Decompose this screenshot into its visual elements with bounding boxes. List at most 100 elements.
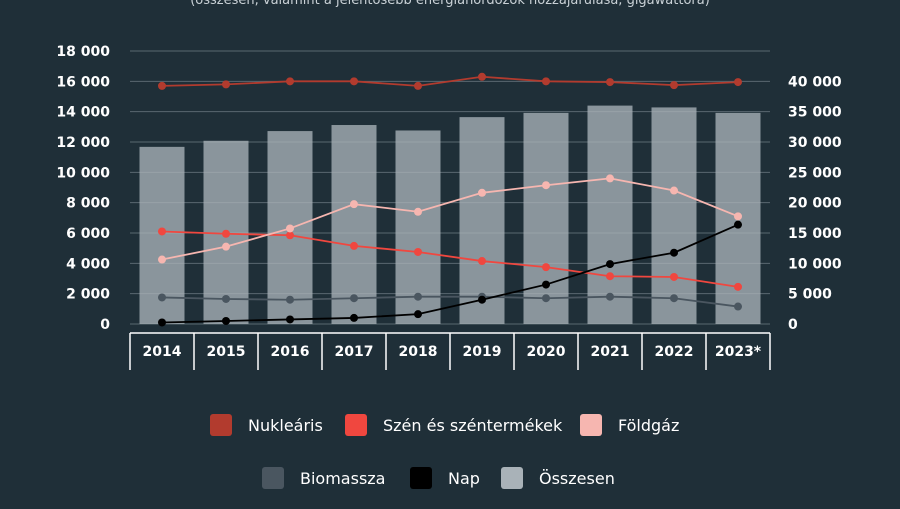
y-left-tick-label: 0 <box>100 317 110 333</box>
legend-swatch-coal <box>345 414 367 436</box>
x-tick-label: 2022 <box>655 344 694 360</box>
point-coal <box>478 257 486 266</box>
series-line-solar <box>161 223 739 324</box>
x-tick-label: 2021 <box>591 344 630 360</box>
legend-label-gas: Földgáz <box>618 416 679 435</box>
point-coal <box>734 282 742 291</box>
point-gas <box>606 174 614 183</box>
point-solar <box>606 260 614 269</box>
legend-swatch-total <box>501 467 523 489</box>
x-tick-label: 2014 <box>143 344 182 360</box>
point-coal <box>670 272 678 281</box>
y-left-tick-label: 18 000 <box>56 44 110 60</box>
series-line-biomass <box>161 295 739 308</box>
point-coal <box>286 231 294 240</box>
point-coal <box>222 229 230 238</box>
legend-swatch-gas <box>580 414 602 436</box>
series-line-gas <box>161 177 739 261</box>
point-nuclear <box>222 80 230 89</box>
point-gas <box>350 200 358 209</box>
point-solar <box>670 248 678 257</box>
x-tick-label: 2015 <box>207 344 246 360</box>
point-biomass <box>734 302 742 311</box>
point-nuclear <box>286 77 294 86</box>
point-coal <box>158 227 166 236</box>
legend-label-coal: Szén és széntermékek <box>383 416 563 435</box>
x-tick-label: 2019 <box>463 344 502 360</box>
bar-series-total <box>139 105 761 324</box>
line-series-gas <box>158 174 742 264</box>
point-gas <box>286 224 294 233</box>
legend-label-solar: Nap <box>448 469 480 488</box>
point-gas <box>414 207 422 216</box>
point-gas <box>158 255 166 264</box>
point-biomass <box>286 295 294 304</box>
bar-total <box>331 125 377 324</box>
legend-swatch-biomass <box>262 467 284 489</box>
x-tick-label: 2023* <box>715 344 762 360</box>
x-tick-label: 2017 <box>335 344 374 360</box>
bar-total <box>651 107 697 324</box>
y-right-tick-label: 25 000 <box>788 165 842 181</box>
point-nuclear <box>670 81 678 90</box>
point-biomass <box>350 294 358 303</box>
point-solar <box>734 220 742 229</box>
legend-label-nuclear: Nukleáris <box>248 416 323 435</box>
point-biomass <box>670 294 678 303</box>
x-tick-label: 2020 <box>527 344 566 360</box>
point-gas <box>478 188 486 197</box>
point-gas <box>670 186 678 195</box>
point-solar <box>222 316 230 325</box>
point-coal <box>542 263 550 272</box>
y-right-tick-label: 10 000 <box>788 256 842 272</box>
point-nuclear <box>414 81 422 90</box>
bar-total <box>587 105 633 324</box>
point-nuclear <box>606 78 614 87</box>
point-coal <box>414 247 422 256</box>
point-solar <box>414 310 422 319</box>
legend-swatch-nuclear <box>210 414 232 436</box>
legend-label-biomass: Biomassza <box>300 469 385 488</box>
point-gas <box>542 181 550 190</box>
bar-total <box>459 117 505 324</box>
line-series-solar <box>158 220 742 327</box>
legend-swatch-solar <box>410 467 432 489</box>
point-gas <box>222 242 230 251</box>
y-left-tick-label: 10 000 <box>56 165 110 181</box>
point-nuclear <box>734 78 742 87</box>
y-axis-right: 0 5 000 10 000 15 000 20 000 25 000 30 000 35 0… <box>788 74 842 333</box>
chart-subtitle: (összesen, valamint a jelentősebb energi… <box>190 0 710 8</box>
line-series-nuclear <box>158 72 742 90</box>
y-right-tick-label: 20 000 <box>788 196 842 212</box>
x-axis: 2014 2015 2016 2017 2018 2019 2020 2021 2022 2023… <box>129 332 771 370</box>
point-biomass <box>542 294 550 303</box>
y-left-tick-label: 2 000 <box>66 287 110 303</box>
point-nuclear <box>350 77 358 86</box>
series-line-coal <box>161 230 739 288</box>
point-solar <box>478 295 486 304</box>
point-biomass <box>606 292 614 301</box>
point-coal <box>350 241 358 250</box>
point-solar <box>286 315 294 324</box>
point-coal <box>606 272 614 281</box>
y-left-tick-label: 6 000 <box>66 226 110 242</box>
y-right-tick-label: 5 000 <box>788 287 832 303</box>
point-biomass <box>414 292 422 301</box>
x-tick-label: 2016 <box>271 344 310 360</box>
legend: Nukleáris Szén és széntermékek Földgáz Biom… <box>210 414 679 489</box>
y-left-tick-label: 16 000 <box>56 74 110 90</box>
y-right-tick-label: 15 000 <box>788 226 842 242</box>
y-right-tick-label: 40 000 <box>788 74 842 90</box>
series-line-nuclear <box>161 75 739 87</box>
y-right-tick-label: 30 000 <box>788 135 842 151</box>
point-solar <box>542 280 550 289</box>
point-gas <box>734 212 742 221</box>
x-tick-label: 2018 <box>399 344 438 360</box>
point-nuclear <box>478 72 486 81</box>
y-axis-left: 0 2 000 4 000 6 000 8 000 10 000 12 000 14 000 1… <box>56 44 110 333</box>
legend-label-total: Összesen <box>539 469 615 488</box>
bar-total <box>523 112 569 324</box>
y-left-tick-label: 8 000 <box>66 196 110 212</box>
point-biomass <box>222 294 230 303</box>
